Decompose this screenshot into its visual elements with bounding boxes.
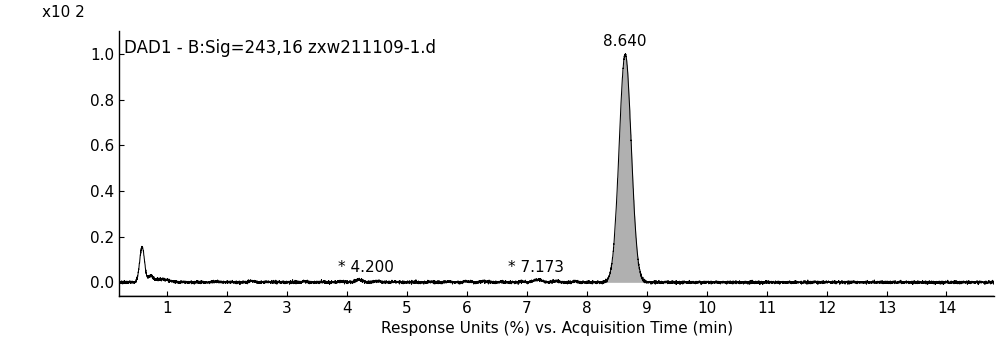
Text: 8.640: 8.640 <box>603 34 647 49</box>
Text: DAD1 - B:Sig=243,16 zxw211109-1.d: DAD1 - B:Sig=243,16 zxw211109-1.d <box>124 39 436 57</box>
Text: x10 2: x10 2 <box>42 5 84 21</box>
Text: * 7.173: * 7.173 <box>508 260 564 275</box>
Text: * 4.200: * 4.200 <box>338 260 394 275</box>
X-axis label: Response Units (%) vs. Acquisition Time (min): Response Units (%) vs. Acquisition Time … <box>381 321 733 337</box>
